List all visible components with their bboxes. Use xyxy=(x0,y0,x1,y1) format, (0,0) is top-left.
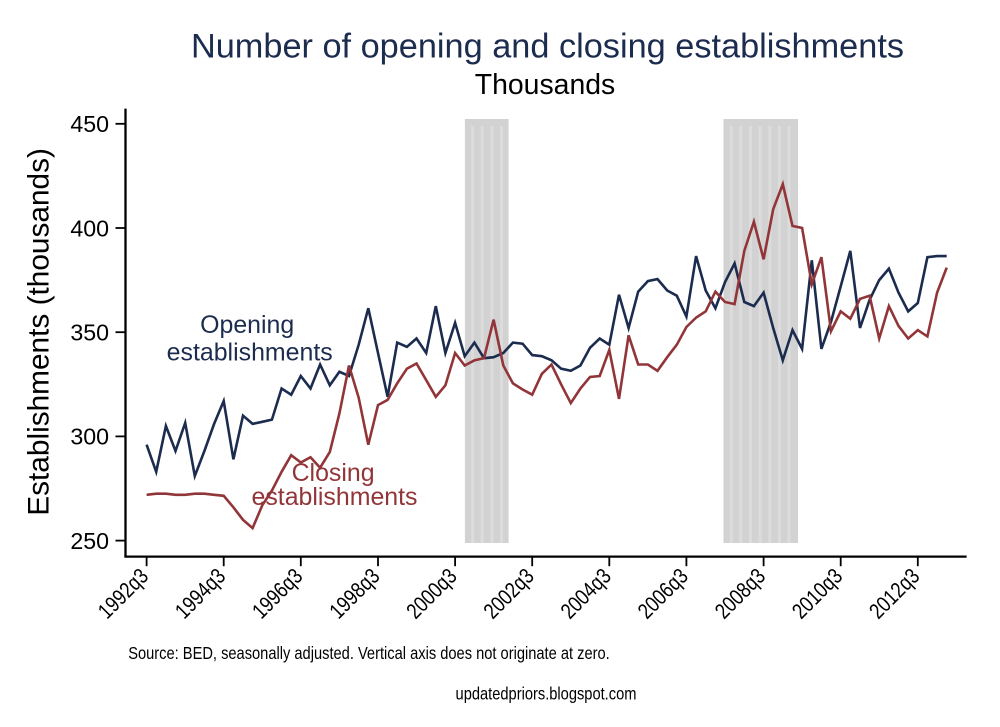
svg-text:450: 450 xyxy=(70,111,109,137)
svg-text:Source: BED, seasonally adjust: Source: BED, seasonally adjusted. Vertic… xyxy=(128,644,610,664)
svg-text:400: 400 xyxy=(70,215,109,241)
svg-text:Closing: Closing xyxy=(292,459,375,487)
svg-text:Opening: Opening xyxy=(200,311,294,339)
svg-text:350: 350 xyxy=(70,320,109,346)
svg-text:Thousands: Thousands xyxy=(475,69,615,101)
svg-text:250: 250 xyxy=(70,528,109,554)
svg-text:300: 300 xyxy=(70,424,109,450)
svg-text:Number of opening and closing: Number of opening and closing establishm… xyxy=(191,28,904,66)
svg-text:establishments: establishments xyxy=(167,339,333,367)
svg-text:Establishments (thousands): Establishments (thousands) xyxy=(23,148,56,516)
svg-text:establishments: establishments xyxy=(251,483,417,511)
svg-text:updatedpriors.blogspot.com: updatedpriors.blogspot.com xyxy=(456,684,637,704)
